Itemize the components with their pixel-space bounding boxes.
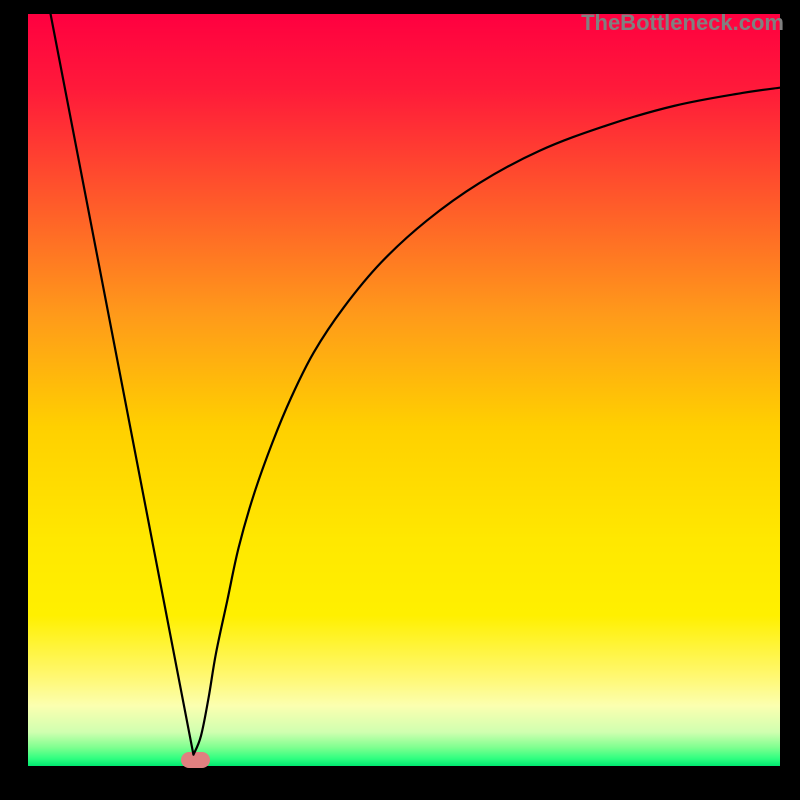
chart-container: TheBottleneck.com bbox=[0, 0, 800, 800]
watermark-text: TheBottleneck.com bbox=[581, 10, 784, 36]
curve-layer bbox=[28, 14, 780, 766]
bottleneck-curve bbox=[51, 14, 780, 755]
plot-area bbox=[28, 14, 780, 766]
